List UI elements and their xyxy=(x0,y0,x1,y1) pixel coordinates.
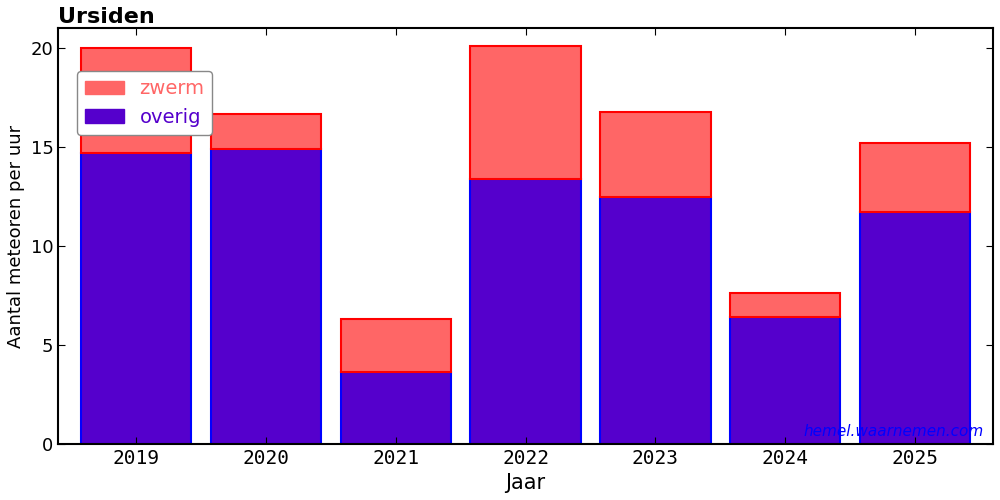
Text: Ursiden: Ursiden xyxy=(58,7,155,27)
Bar xyxy=(211,114,321,149)
Bar xyxy=(730,294,840,317)
Bar xyxy=(81,153,191,444)
Bar xyxy=(600,112,711,196)
Bar xyxy=(81,48,191,153)
Bar xyxy=(860,143,970,212)
Bar xyxy=(341,319,451,372)
Bar xyxy=(600,196,711,444)
Bar xyxy=(730,317,840,444)
Text: hemel.waarnemen.com: hemel.waarnemen.com xyxy=(803,424,984,440)
Bar xyxy=(470,46,581,178)
Bar xyxy=(341,372,451,444)
Bar xyxy=(211,149,321,444)
X-axis label: Jaar: Jaar xyxy=(506,473,546,493)
Bar xyxy=(470,178,581,444)
Y-axis label: Aantal meteoren per uur: Aantal meteoren per uur xyxy=(7,124,25,348)
Bar xyxy=(860,212,970,444)
Legend: zwerm, overig: zwerm, overig xyxy=(77,72,212,134)
